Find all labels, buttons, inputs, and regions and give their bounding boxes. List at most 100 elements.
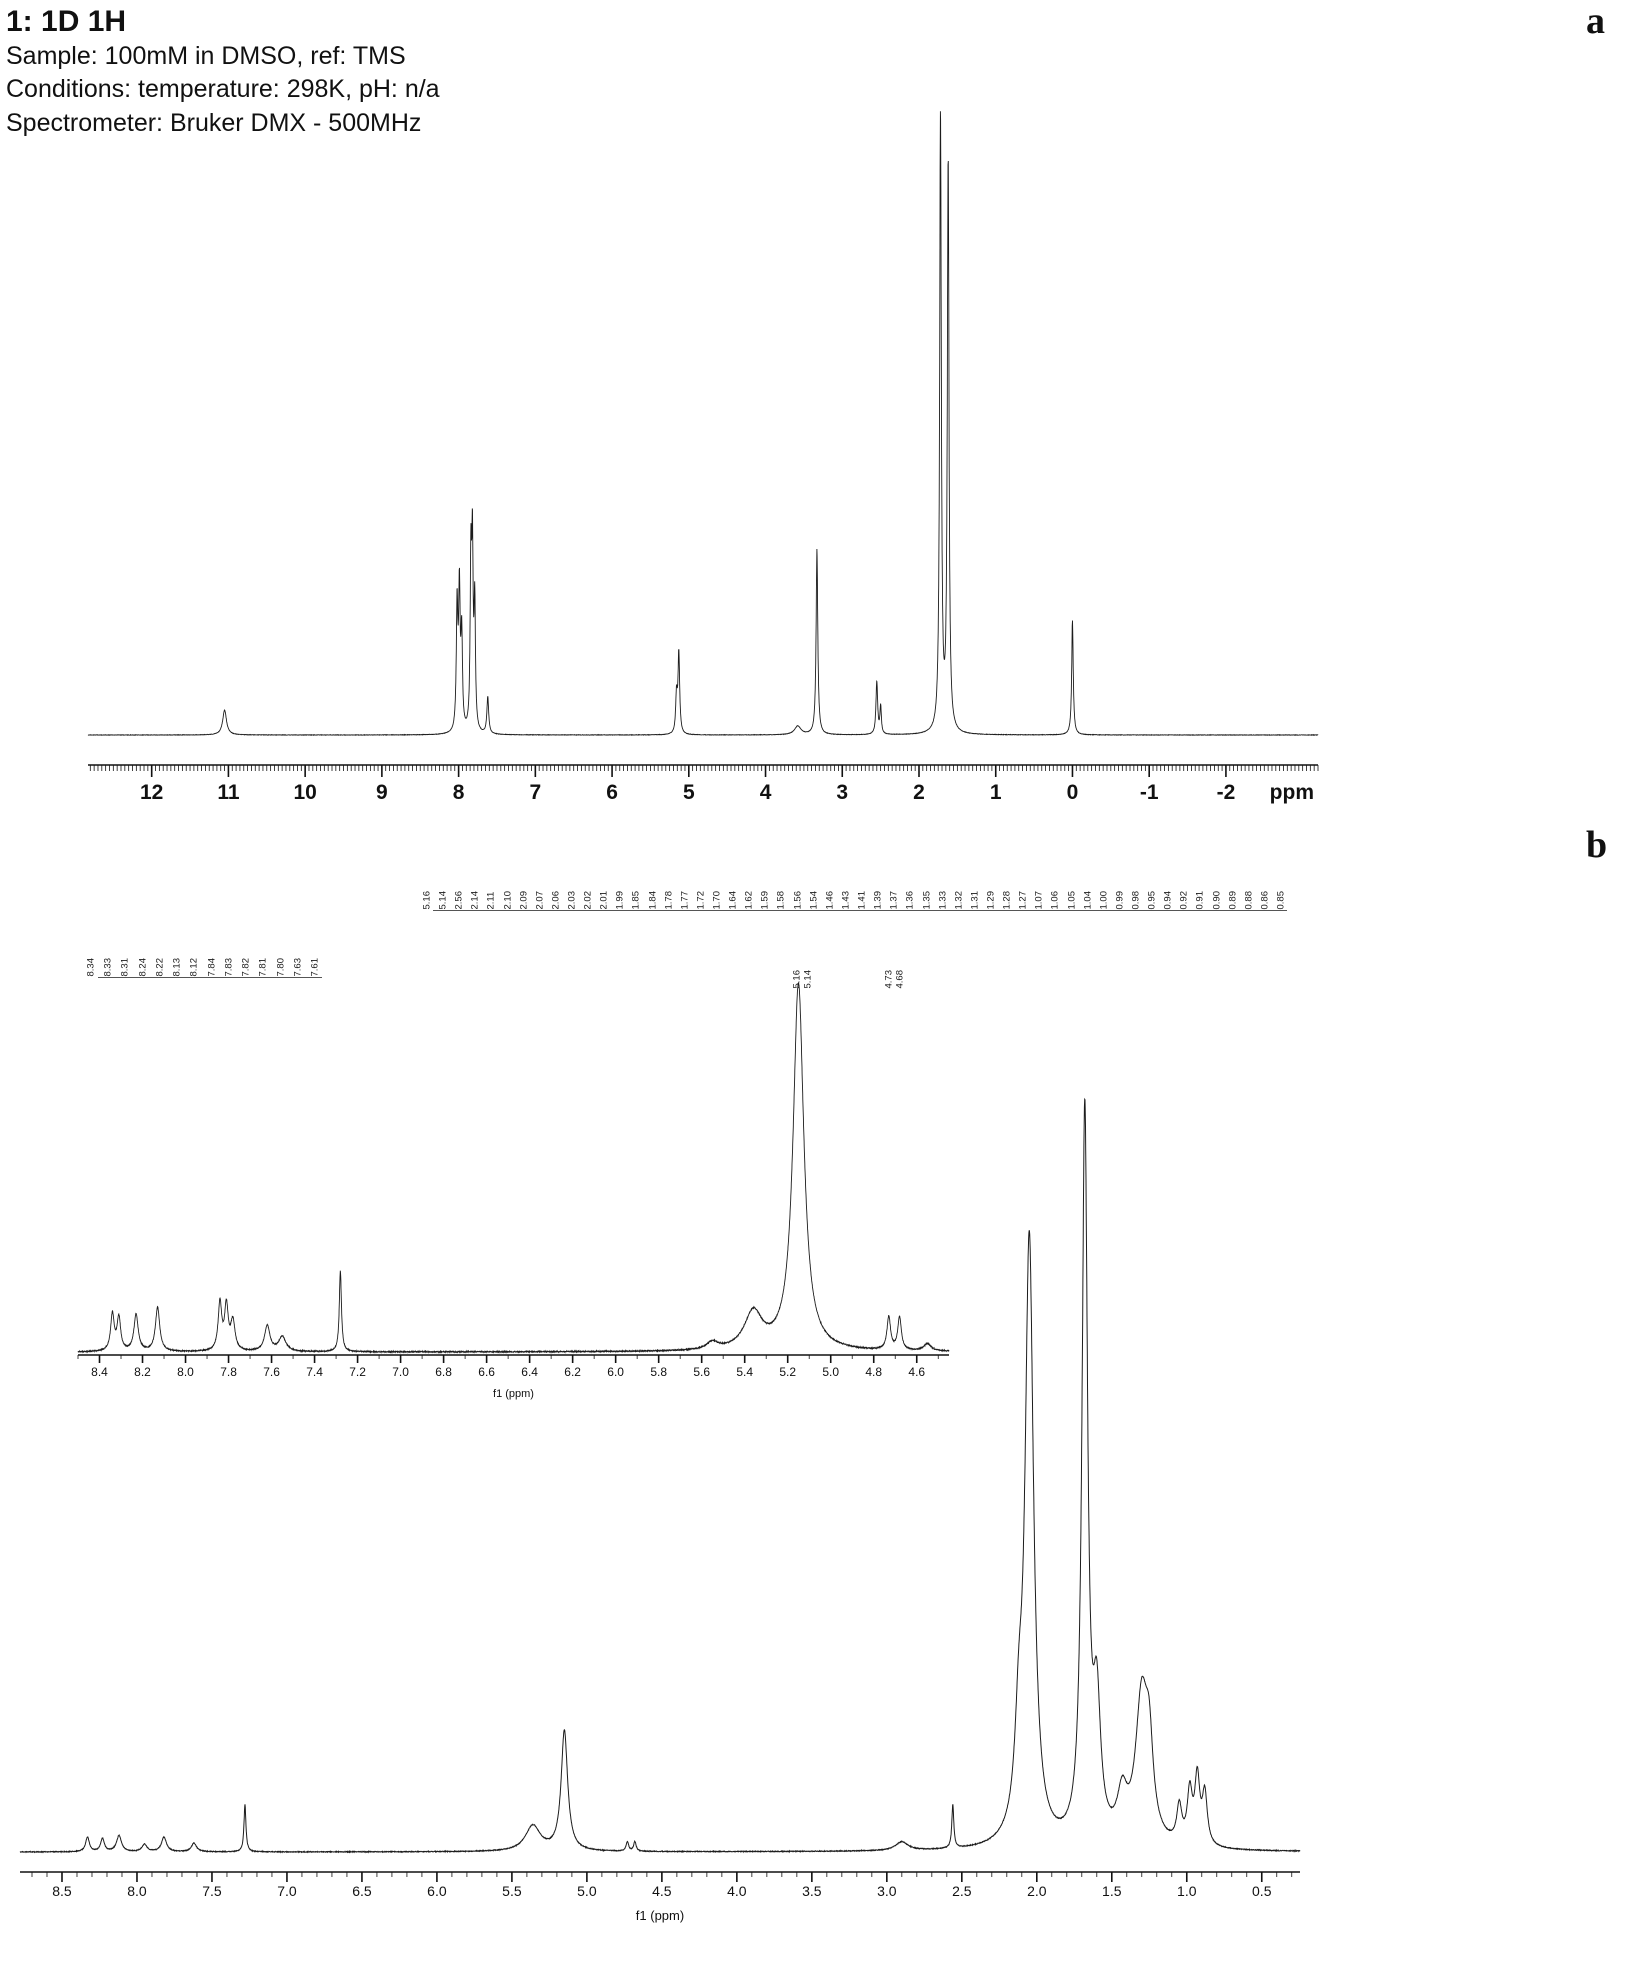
peak-pick-label: 0.98: [1130, 890, 1142, 910]
peak-pick-label: 0.95: [1146, 890, 1158, 910]
svg-text:8.5: 8.5: [52, 1883, 72, 1899]
peak-pick-label: 1.07: [1033, 890, 1045, 910]
inset-label-bracket: [98, 977, 322, 978]
svg-text:3.0: 3.0: [877, 1883, 897, 1899]
svg-text:7.0: 7.0: [277, 1883, 297, 1899]
peak-pick-label: 7.84: [206, 957, 218, 977]
svg-text:0.5: 0.5: [1252, 1883, 1272, 1899]
svg-text:7.5: 7.5: [202, 1883, 222, 1899]
peak-pick-label: 1.36: [904, 890, 916, 910]
svg-text:5.2: 5.2: [779, 1365, 796, 1379]
svg-text:0: 0: [1067, 781, 1079, 804]
svg-text:8: 8: [453, 781, 465, 804]
peak-pick-label: 5.14: [802, 969, 814, 989]
peak-pick-label: 8.33: [102, 957, 114, 977]
nmr-spectrum-panel-b-main: 8.5 8.0 7.5 7.0 6.5 6.0 5.5 5.0 4.5 4.0 3.5 3.0 2.5 2…: [19, 1097, 1301, 1923]
svg-text:-2: -2: [1217, 781, 1236, 804]
peak-pick-label: 7.82: [240, 957, 252, 977]
peak-pick-label: 2.02: [582, 890, 594, 910]
peak-pick-label: 7.81: [257, 957, 269, 977]
nmr-spectrum-panel-b-inset: 8.4 8.2 8.0 7.8 7.6 7.4 7.2 7.0 6.8 6.6 6.4 6.2 6.0 5…: [77, 982, 950, 1400]
svg-text:5.4: 5.4: [736, 1365, 753, 1379]
peak-pick-label: 1.39: [872, 890, 884, 910]
peak-pick-label: 5.16: [791, 969, 803, 989]
peak-pick-label: 5.14: [437, 890, 449, 910]
peak-pick-label: 0.85: [1275, 890, 1287, 910]
svg-text:1.0: 1.0: [1177, 1883, 1197, 1899]
peak-pick-label: 2.01: [598, 890, 610, 910]
svg-text:8.2: 8.2: [134, 1365, 151, 1379]
peak-pick-label: 2.11: [485, 891, 497, 909]
peak-pick-label: 1.58: [775, 890, 787, 910]
svg-text:8.0: 8.0: [127, 1883, 147, 1899]
peak-pick-label: 1.35: [921, 890, 932, 910]
svg-text:9: 9: [376, 781, 388, 804]
peak-pick-label: 1.46: [824, 890, 836, 910]
sample-info: Sample: 100mM in DMSO, ref: TMS: [6, 42, 406, 70]
svg-text:8.0: 8.0: [177, 1365, 194, 1379]
svg-text:2.0: 2.0: [1027, 1883, 1047, 1899]
peak-pick-label: 7.61: [309, 957, 321, 977]
peak-pick-label: 1.77: [679, 890, 691, 910]
peak-pick-label: 1.37: [888, 890, 900, 910]
panel-b-peak-labels: 5.16 5.14 2.56 2.14 2.11 2.10 2.09 2.07 2.06 2.03…: [422, 862, 1292, 910]
svg-text:-1: -1: [1140, 781, 1159, 804]
svg-text:4.0: 4.0: [727, 1883, 747, 1899]
svg-text:7.4: 7.4: [306, 1365, 323, 1379]
svg-text:6: 6: [606, 781, 618, 804]
svg-text:10: 10: [293, 781, 316, 804]
svg-text:ppm: ppm: [1270, 781, 1314, 804]
peak-pick-label: 1.29: [985, 890, 997, 910]
inset-peak-labels-4ppm: 4.73 4.68: [884, 944, 924, 989]
svg-text:8.4: 8.4: [91, 1365, 108, 1379]
conditions-info: Conditions: temperature: 298K, pH: n/a: [6, 75, 440, 104]
svg-text:6.0: 6.0: [607, 1365, 624, 1379]
peak-pick-label: 1.72: [695, 890, 707, 910]
svg-text:7.8: 7.8: [220, 1365, 237, 1379]
peak-pick-label: 1.64: [727, 890, 739, 910]
peak-pick-label: 1.06: [1049, 890, 1061, 910]
peak-pick-label: 1.99: [614, 890, 626, 910]
svg-text:5: 5: [683, 781, 695, 804]
svg-text:5.0: 5.0: [577, 1883, 597, 1899]
peak-pick-label: 2.06: [550, 890, 562, 910]
peak-pick-label: 0.88: [1243, 890, 1255, 910]
peak-pick-label: 1.56: [792, 890, 804, 910]
svg-text:5.6: 5.6: [693, 1365, 710, 1379]
peak-pick-label: 1.04: [1082, 890, 1094, 910]
experiment-title: 1: 1D 1H: [6, 5, 127, 38]
svg-text:5.0: 5.0: [822, 1365, 839, 1379]
svg-text:7.0: 7.0: [392, 1365, 409, 1379]
peak-pick-label: 1.59: [759, 890, 771, 910]
peak-pick-label: 1.32: [953, 890, 965, 910]
svg-text:5.8: 5.8: [650, 1365, 667, 1379]
peak-pick-label: 1.54: [808, 890, 820, 910]
svg-text:4: 4: [760, 781, 772, 804]
nmr-spectrum-panel-a: 12 11 10 9 8 7 6 5 4 3 2 1 0 -1 -2 ppm: [87, 111, 1319, 804]
svg-text:6.0: 6.0: [427, 1883, 447, 1899]
peak-pick-label: 5.16: [421, 890, 433, 910]
peak-pick-label: 1.00: [1098, 890, 1110, 910]
peak-pick-label: 2.14: [469, 890, 481, 910]
svg-text:11: 11: [217, 781, 240, 804]
svg-text:2: 2: [913, 781, 925, 804]
svg-text:6.8: 6.8: [435, 1365, 452, 1379]
svg-text:2.5: 2.5: [952, 1883, 972, 1899]
svg-text:4.5: 4.5: [652, 1883, 672, 1899]
peak-pick-label: 2.07: [534, 890, 546, 910]
peak-pick-label: 2.09: [518, 890, 530, 910]
peak-pick-label: 8.34: [85, 957, 97, 977]
svg-text:f1 (ppm): f1 (ppm): [636, 1908, 684, 1923]
peak-label-bracket: [433, 910, 1287, 911]
svg-text:6.2: 6.2: [564, 1365, 581, 1379]
peak-pick-label: 1.70: [711, 890, 723, 910]
peak-pick-label: 0.90: [1211, 890, 1223, 910]
peak-pick-label: 1.31: [969, 890, 981, 910]
peak-pick-label: 2.10: [502, 890, 514, 910]
peak-pick-label: 4.73: [883, 969, 895, 989]
peak-pick-label: 1.27: [1017, 890, 1029, 910]
svg-text:3.5: 3.5: [802, 1883, 822, 1899]
svg-text:1: 1: [990, 781, 1002, 804]
peak-pick-label: 2.56: [453, 890, 465, 910]
